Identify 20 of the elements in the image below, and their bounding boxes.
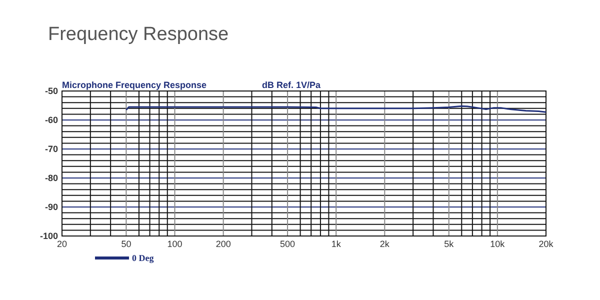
y-axis-title: dB Ref. 1V/Pa [262, 80, 322, 90]
y-tick-label: -90 [44, 202, 58, 212]
chart-subtitle: Microphone Frequency Response [62, 80, 207, 90]
y-tick-label: -60 [44, 115, 58, 126]
y-tick-label: -50 [44, 86, 58, 96]
x-tick-label: 2k [380, 239, 390, 249]
chart-title: Frequency Response [48, 24, 229, 45]
x-tick-label: 20k [538, 239, 554, 249]
y-tick-label: -70 [44, 144, 58, 154]
x-tick-label: 5k [444, 239, 454, 249]
x-tick-label: 1k [331, 239, 342, 249]
x-tick-label: 50 [121, 239, 132, 249]
x-tick-label: 200 [216, 239, 231, 249]
x-tick-label: 20 [56, 239, 68, 249]
x-tick-label: 100 [167, 239, 182, 249]
y-tick-label: -100 [40, 231, 58, 242]
legend-label: 0 Deg [132, 253, 154, 264]
x-tick-label: 500 [280, 239, 296, 249]
y-tick-label: -80 [44, 173, 58, 184]
x-tick-label: 10k [490, 239, 506, 249]
